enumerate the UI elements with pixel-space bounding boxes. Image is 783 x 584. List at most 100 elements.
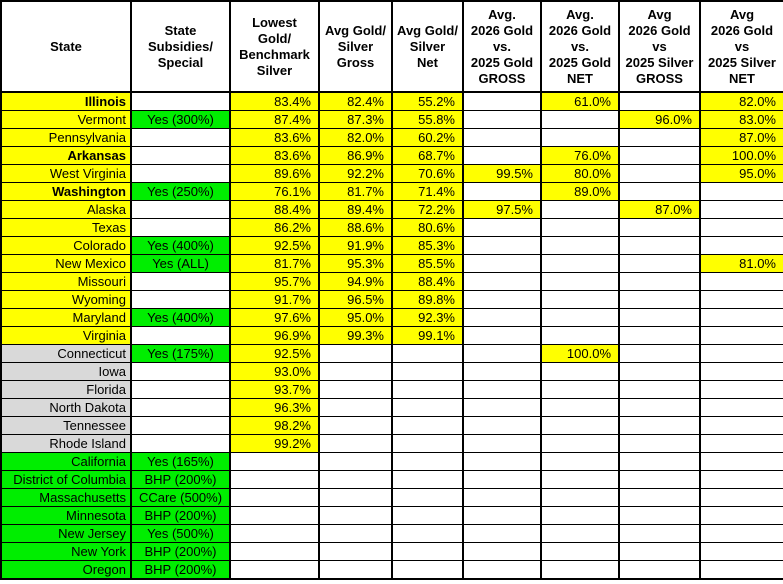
value-cell[interactable] <box>699 362 783 381</box>
value-cell[interactable]: 80.0% <box>540 164 620 183</box>
value-cell[interactable] <box>699 542 783 561</box>
value-cell[interactable] <box>391 398 464 417</box>
state-cell[interactable]: Washington <box>0 182 132 201</box>
value-cell[interactable]: 95.7% <box>229 272 320 291</box>
value-cell[interactable] <box>618 560 701 580</box>
value-cell[interactable] <box>318 380 393 399</box>
value-cell[interactable]: 95.0% <box>699 164 783 183</box>
value-cell[interactable]: 76.1% <box>229 182 320 201</box>
subsidy-cell[interactable]: Yes (400%) <box>130 236 231 255</box>
value-cell[interactable]: 95.3% <box>318 254 393 273</box>
value-cell[interactable] <box>540 560 620 580</box>
value-cell[interactable]: 60.2% <box>391 128 464 147</box>
value-cell[interactable]: 88.6% <box>318 218 393 237</box>
state-cell[interactable]: Minnesota <box>0 506 132 525</box>
subsidy-cell[interactable] <box>130 416 231 435</box>
value-cell[interactable]: 86.2% <box>229 218 320 237</box>
value-cell[interactable]: 61.0% <box>540 91 620 111</box>
state-cell[interactable]: Missouri <box>0 272 132 291</box>
value-cell[interactable] <box>229 470 320 489</box>
value-cell[interactable] <box>318 416 393 435</box>
value-cell[interactable] <box>462 560 542 580</box>
value-cell[interactable]: 96.9% <box>229 326 320 345</box>
state-cell[interactable]: Virginia <box>0 326 132 345</box>
value-cell[interactable] <box>699 182 783 201</box>
value-cell[interactable]: 89.0% <box>540 182 620 201</box>
value-cell[interactable]: 87.4% <box>229 110 320 129</box>
value-cell[interactable] <box>462 452 542 471</box>
value-cell[interactable] <box>540 488 620 507</box>
value-cell[interactable] <box>699 452 783 471</box>
value-cell[interactable] <box>699 506 783 525</box>
state-cell[interactable]: Connecticut <box>0 344 132 363</box>
value-cell[interactable]: 89.8% <box>391 290 464 309</box>
state-cell[interactable]: Maryland <box>0 308 132 327</box>
value-cell[interactable] <box>462 434 542 453</box>
value-cell[interactable] <box>540 470 620 489</box>
value-cell[interactable] <box>540 506 620 525</box>
state-cell[interactable]: New Jersey <box>0 524 132 543</box>
value-cell[interactable] <box>229 524 320 543</box>
value-cell[interactable]: 68.7% <box>391 146 464 165</box>
value-cell[interactable] <box>462 146 542 165</box>
subsidy-cell[interactable] <box>130 362 231 381</box>
value-cell[interactable] <box>618 398 701 417</box>
value-cell[interactable]: 72.2% <box>391 200 464 219</box>
value-cell[interactable] <box>318 434 393 453</box>
state-cell[interactable]: Vermont <box>0 110 132 129</box>
value-cell[interactable] <box>618 290 701 309</box>
value-cell[interactable]: 89.6% <box>229 164 320 183</box>
value-cell[interactable] <box>462 488 542 507</box>
value-cell[interactable] <box>540 236 620 255</box>
value-cell[interactable] <box>540 254 620 273</box>
value-cell[interactable] <box>318 524 393 543</box>
value-cell[interactable]: 82.4% <box>318 91 393 111</box>
value-cell[interactable] <box>618 182 701 201</box>
column-header-lowest-gold-benchmark-silver[interactable]: Lowest Gold/ Benchmark Silver <box>229 0 320 93</box>
state-cell[interactable]: North Dakota <box>0 398 132 417</box>
subsidy-cell[interactable]: Yes (300%) <box>130 110 231 129</box>
value-cell[interactable] <box>540 362 620 381</box>
subsidy-cell[interactable] <box>130 290 231 309</box>
value-cell[interactable] <box>391 488 464 507</box>
value-cell[interactable]: 91.7% <box>229 290 320 309</box>
subsidy-cell[interactable]: BHP (200%) <box>130 560 231 580</box>
value-cell[interactable] <box>618 362 701 381</box>
value-cell[interactable] <box>540 452 620 471</box>
column-header-avg-gold-silver-net[interactable]: Avg Gold/ Silver Net <box>391 0 464 93</box>
value-cell[interactable] <box>318 542 393 561</box>
subsidy-cell[interactable] <box>130 380 231 399</box>
value-cell[interactable] <box>540 308 620 327</box>
subsidy-cell[interactable]: Yes (175%) <box>130 344 231 363</box>
value-cell[interactable] <box>699 326 783 345</box>
value-cell[interactable]: 83.6% <box>229 146 320 165</box>
value-cell[interactable] <box>618 236 701 255</box>
value-cell[interactable] <box>391 506 464 525</box>
column-header-avg-gold-silver-gross[interactable]: Avg Gold/ Silver Gross <box>318 0 393 93</box>
value-cell[interactable] <box>699 560 783 580</box>
state-cell[interactable]: Oregon <box>0 560 132 580</box>
subsidy-cell[interactable] <box>130 200 231 219</box>
value-cell[interactable] <box>618 218 701 237</box>
subsidy-cell[interactable] <box>130 91 231 111</box>
value-cell[interactable]: 92.5% <box>229 236 320 255</box>
value-cell[interactable] <box>540 416 620 435</box>
value-cell[interactable]: 96.0% <box>618 110 701 129</box>
value-cell[interactable] <box>462 470 542 489</box>
subsidy-cell[interactable] <box>130 128 231 147</box>
value-cell[interactable] <box>540 272 620 291</box>
column-header-state[interactable]: State <box>0 0 132 93</box>
value-cell[interactable]: 87.3% <box>318 110 393 129</box>
state-cell[interactable]: District of Columbia <box>0 470 132 489</box>
value-cell[interactable] <box>618 470 701 489</box>
value-cell[interactable] <box>540 290 620 309</box>
state-cell[interactable]: Florida <box>0 380 132 399</box>
value-cell[interactable] <box>699 290 783 309</box>
value-cell[interactable] <box>618 164 701 183</box>
value-cell[interactable] <box>699 200 783 219</box>
value-cell[interactable]: 55.2% <box>391 91 464 111</box>
value-cell[interactable]: 86.9% <box>318 146 393 165</box>
value-cell[interactable]: 98.2% <box>229 416 320 435</box>
value-cell[interactable]: 89.4% <box>318 200 393 219</box>
value-cell[interactable] <box>318 398 393 417</box>
